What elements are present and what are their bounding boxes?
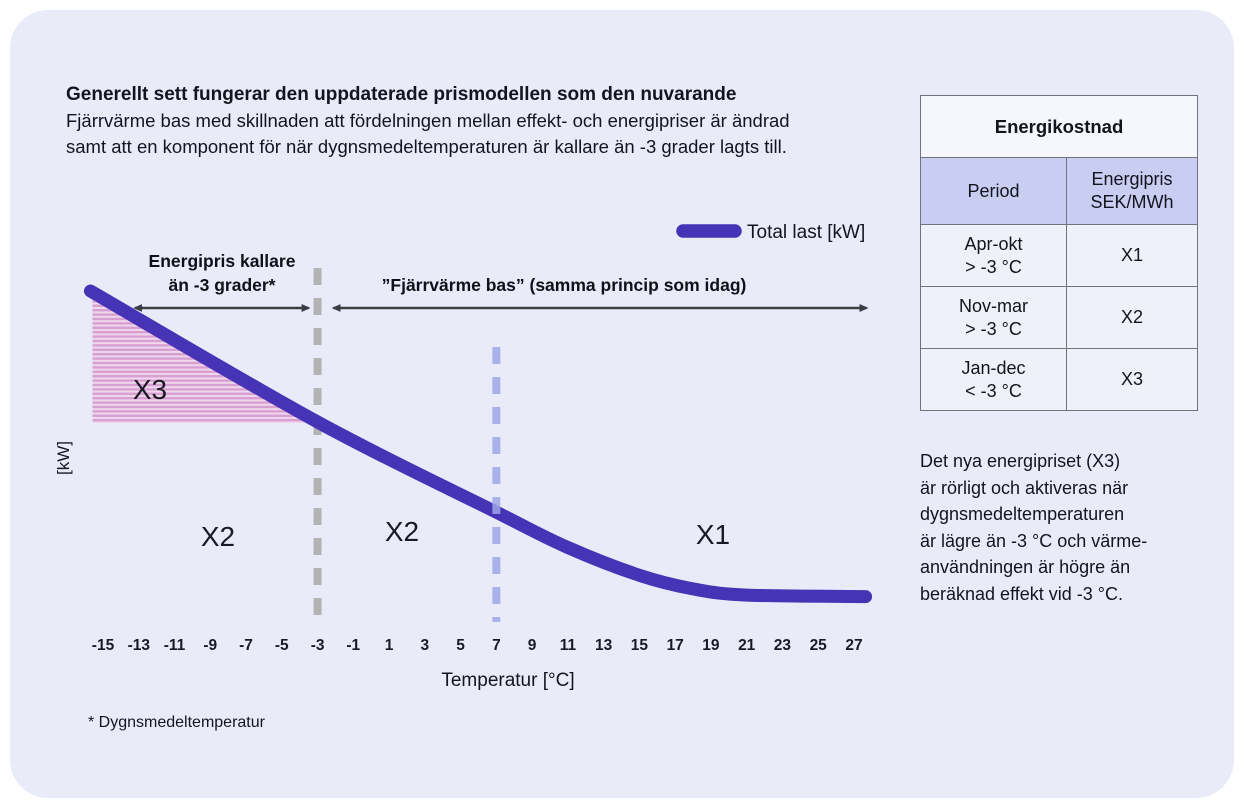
range-annotation-labels: Energipris kallare än -3 grader* ”Fjärrvär…: [149, 251, 747, 295]
legend: Total last [kW]: [676, 222, 865, 243]
x-tick-label: -15: [92, 637, 115, 654]
table-row: Apr-okt > -3 °C X1: [920, 224, 1198, 287]
x-axis-title: Temperatur [°C]: [441, 670, 574, 691]
energy-cost-table: Energikostnad Period Energipris SEK/MWh …: [920, 95, 1198, 411]
x-tick-label: 17: [667, 637, 684, 654]
y-axis-title: [kW]: [54, 441, 73, 475]
x-tick-label: -5: [275, 637, 289, 654]
legend-label: Total last [kW]: [747, 222, 865, 243]
x-tick-label: 5: [456, 637, 465, 654]
intro-title: Generellt sett fungerar den uppdaterade …: [66, 84, 737, 105]
x-tick-label: -13: [128, 637, 151, 654]
x-axis-tick-labels: -15 -13 -11 -9 -7 -5 -3 -1 1 3 5 7 9 11 13 15 17 19 21 23 25…: [92, 637, 863, 654]
column-header-energipris: Energipris SEK/MWh: [1066, 157, 1198, 225]
range-arrow-label-0: än -3 grader*: [169, 275, 276, 295]
x-tick-label: -3: [311, 637, 325, 654]
range-arrow-label-1: ”Fjärrvärme bas” (samma princip som idag…: [382, 275, 747, 295]
x-tick-label: 1: [385, 637, 394, 654]
price-cell: X1: [1066, 224, 1198, 287]
price-region-labels: X3 X2 X2 X1: [133, 374, 730, 552]
region-label-x1: X1: [696, 519, 730, 550]
x-tick-label: -11: [164, 637, 186, 654]
x-tick-label: -9: [203, 637, 217, 654]
side-note-paragraph: Det nya energipriset (X3) är rörligt och…: [920, 451, 1148, 604]
x-tick-label: 9: [528, 637, 537, 654]
period-cell: Nov-mar > -3 °C: [920, 286, 1067, 349]
x-tick-label: 11: [560, 637, 577, 654]
x-tick-label: 3: [420, 637, 429, 654]
x-tick-label: 19: [702, 637, 720, 654]
x-tick-label: 15: [631, 637, 649, 654]
table-row: Nov-mar > -3 °C X2: [920, 286, 1198, 349]
x-tick-label: 13: [595, 637, 613, 654]
x-tick-label: 25: [810, 637, 828, 654]
column-header-period: Period: [920, 157, 1067, 225]
x-tick-label: 7: [492, 637, 501, 654]
table-title: Energikostnad: [920, 95, 1198, 158]
intro-text-block: Generellt sett fungerar den uppdaterade …: [66, 82, 896, 159]
total-load-curve: [84, 284, 873, 604]
region-label-x2: X2: [201, 521, 235, 552]
intro-body: Fjärrvärme bas med skillnaden att fördel…: [66, 110, 790, 157]
region-label-x3: X3: [133, 374, 167, 405]
x-tick-label: -1: [346, 637, 360, 654]
price-cell: X3: [1066, 348, 1198, 411]
table-row: Jan-dec < -3 °C X3: [920, 348, 1198, 411]
region-label-x2: X2: [385, 516, 419, 547]
range-arrow-label-0: Energipris kallare: [149, 251, 296, 271]
chart-footnote: * Dygnsmedeltemperatur: [88, 714, 266, 731]
x-tick-label: 21: [738, 637, 756, 654]
price-cell: X2: [1066, 286, 1198, 349]
x-tick-label: -7: [239, 637, 253, 654]
x-tick-label: 27: [845, 637, 862, 654]
x-tick-label: 23: [774, 637, 792, 654]
period-cell: Jan-dec < -3 °C: [920, 348, 1067, 411]
period-cell: Apr-okt > -3 °C: [920, 224, 1067, 287]
